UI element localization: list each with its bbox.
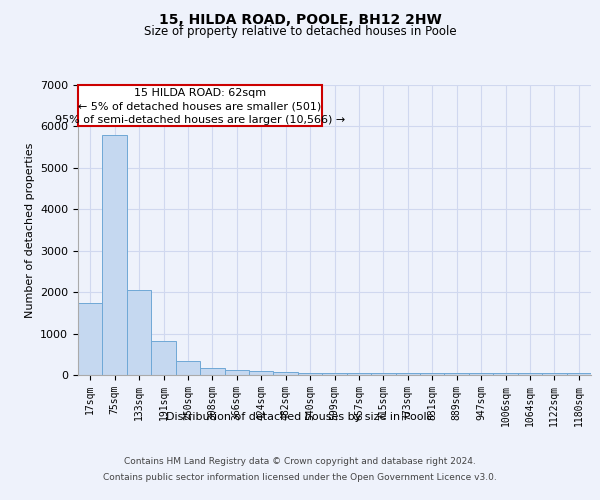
Text: Distribution of detached houses by size in Poole: Distribution of detached houses by size … bbox=[166, 412, 434, 422]
Text: 95% of semi-detached houses are larger (10,566) →: 95% of semi-detached houses are larger (… bbox=[55, 114, 345, 124]
Bar bbox=[420, 373, 445, 375]
Bar bbox=[127, 290, 151, 375]
Bar bbox=[566, 374, 591, 375]
FancyBboxPatch shape bbox=[78, 85, 322, 126]
Bar bbox=[176, 362, 200, 375]
Bar bbox=[78, 302, 103, 375]
Text: 15, HILDA ROAD, POOLE, BH12 2HW: 15, HILDA ROAD, POOLE, BH12 2HW bbox=[158, 12, 442, 26]
Bar bbox=[322, 372, 347, 375]
Bar bbox=[542, 374, 566, 375]
Bar bbox=[249, 372, 274, 375]
Bar bbox=[371, 372, 395, 375]
Text: 15 HILDA ROAD: 62sqm: 15 HILDA ROAD: 62sqm bbox=[134, 88, 266, 98]
Bar bbox=[395, 373, 420, 375]
Bar bbox=[445, 373, 469, 375]
Text: Contains public sector information licensed under the Open Government Licence v3: Contains public sector information licen… bbox=[103, 472, 497, 482]
Bar bbox=[493, 373, 518, 375]
Text: Size of property relative to detached houses in Poole: Size of property relative to detached ho… bbox=[143, 25, 457, 38]
Bar bbox=[347, 372, 371, 375]
Bar bbox=[200, 368, 224, 375]
Bar bbox=[151, 340, 176, 375]
Bar bbox=[469, 373, 493, 375]
Y-axis label: Number of detached properties: Number of detached properties bbox=[25, 142, 35, 318]
Bar bbox=[224, 370, 249, 375]
Bar bbox=[518, 374, 542, 375]
Bar bbox=[274, 372, 298, 375]
Text: ← 5% of detached houses are smaller (501): ← 5% of detached houses are smaller (501… bbox=[78, 102, 322, 112]
Text: Contains HM Land Registry data © Crown copyright and database right 2024.: Contains HM Land Registry data © Crown c… bbox=[124, 458, 476, 466]
Bar bbox=[103, 134, 127, 375]
Bar bbox=[298, 372, 322, 375]
